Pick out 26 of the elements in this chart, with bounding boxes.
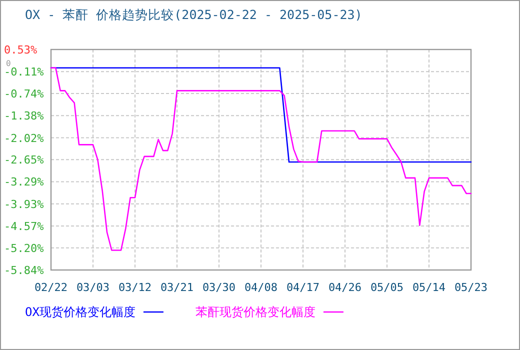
y-tick-label: -3.29% <box>4 176 44 189</box>
y-tick-label: -0.11% <box>4 66 44 79</box>
x-tick-label: 03/03 <box>76 281 110 294</box>
x-tick-label: 02/22 <box>34 281 68 294</box>
legend-label: 苯酐现货价格变化幅度 <box>195 305 316 319</box>
y-tick-label: 0.53% <box>4 44 38 56</box>
x-tick-label: 04/08 <box>244 281 278 294</box>
x-tick-label: 03/12 <box>118 281 152 294</box>
y-tick-label: -0.74% <box>4 87 44 100</box>
x-tick-label: 03/21 <box>160 281 194 294</box>
x-tick-label: 05/14 <box>412 281 446 294</box>
y-tick-label: -1.38% <box>4 110 44 123</box>
y-tick-label: -3.93% <box>4 198 44 211</box>
y-tick-label: 0 <box>6 58 11 68</box>
x-tick-label: 03/30 <box>202 281 236 294</box>
y-tick-label: -5.20% <box>4 242 44 255</box>
y-tick-label: -2.02% <box>4 132 44 145</box>
x-tick-label: 04/17 <box>286 281 320 294</box>
legend-label: OX现货价格变化幅度 <box>25 305 136 319</box>
x-tick-label: 05/05 <box>370 281 404 294</box>
x-tick-label: 04/26 <box>328 281 362 294</box>
y-tick-label: -5.84% <box>4 264 44 277</box>
x-tick-label: 05/23 <box>454 281 488 294</box>
y-tick-label: -4.57% <box>4 220 44 234</box>
title: OX - 苯酐 价格趋势比较(2025-02-22 - 2025-05-23) <box>25 7 362 22</box>
y-tick-label: -2.65% <box>4 154 44 167</box>
